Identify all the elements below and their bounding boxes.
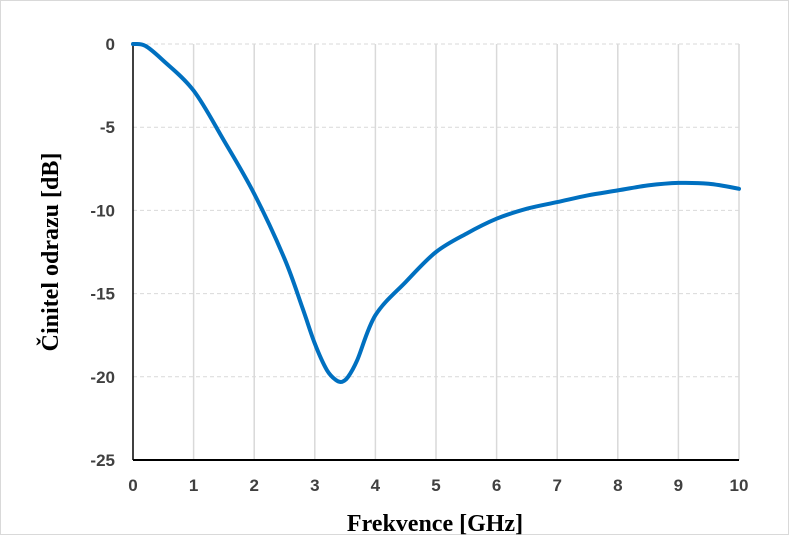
axes — [132, 44, 739, 461]
x-tick-label: 3 — [310, 476, 319, 495]
x-tick-label: 6 — [492, 476, 501, 495]
y-tick-label: -5 — [100, 118, 115, 137]
y-axis-title: Činitel odrazu [dB] — [37, 153, 64, 352]
x-tick-label: 10 — [730, 476, 749, 495]
x-tick-label: 7 — [552, 476, 561, 495]
y-tick-label: -25 — [90, 451, 115, 470]
y-tick-label: -20 — [90, 368, 115, 387]
x-tick-label: 9 — [674, 476, 683, 495]
series — [131, 41, 741, 385]
x-tick-label: 2 — [249, 476, 258, 495]
tick-labels: 0 1 2 3 4 5 6 7 8 9 10 0 -5 -10 -15 -20 -25 — [90, 35, 748, 495]
x-tick-label: 1 — [189, 476, 198, 495]
series-line — [131, 41, 741, 385]
y-tick-label: -15 — [90, 285, 115, 304]
x-tick-label: 0 — [128, 476, 137, 495]
y-tick-label: 0 — [106, 35, 115, 54]
x-tick-label: 4 — [371, 476, 381, 495]
x-axis-title: Frekvence [GHz] — [347, 511, 523, 536]
x-tick-label: 8 — [613, 476, 622, 495]
y-tick-label: -10 — [90, 201, 115, 220]
x-tick-label: 5 — [431, 476, 440, 495]
